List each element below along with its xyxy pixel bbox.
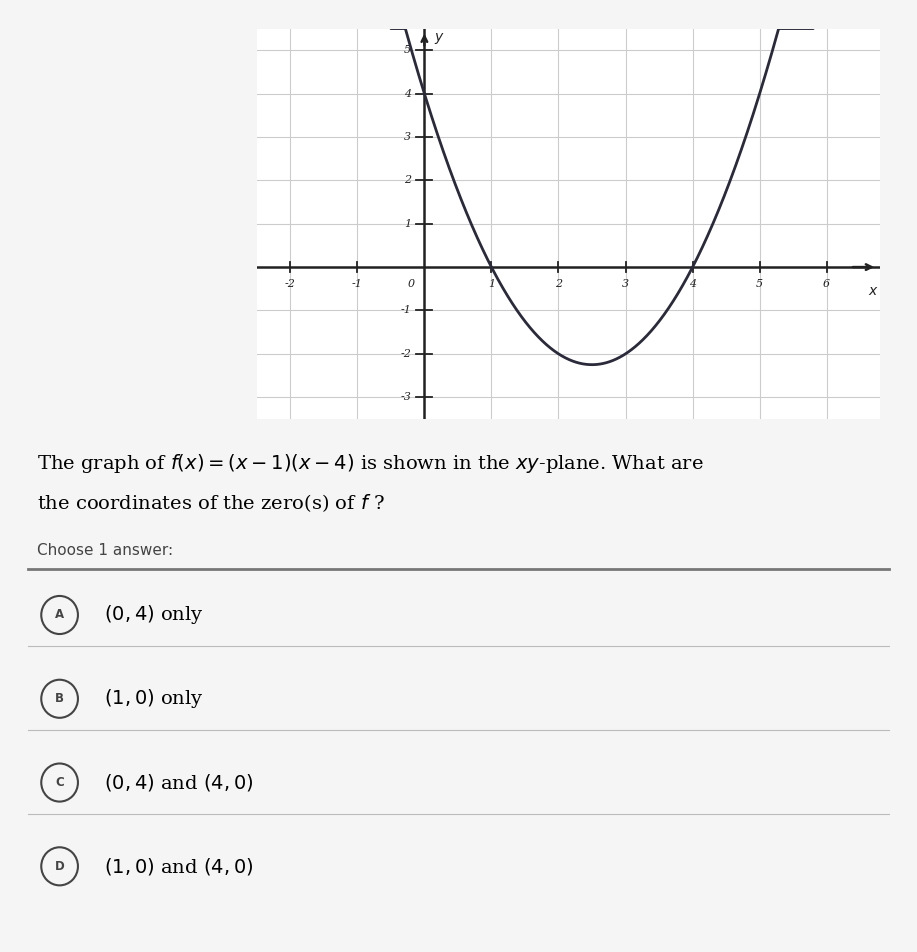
Text: 1: 1: [403, 219, 411, 228]
Text: 4: 4: [403, 89, 411, 99]
Text: 6: 6: [823, 279, 830, 289]
Text: The graph of $f(x) = (x-1)(x-4)$ is shown in the $xy$-plane. What are: The graph of $f(x) = (x-1)(x-4)$ is show…: [37, 452, 703, 475]
Text: 3: 3: [403, 132, 411, 142]
Text: the coordinates of the zero(s) of $f$ ?: the coordinates of the zero(s) of $f$ ?: [37, 492, 384, 514]
Text: -1: -1: [352, 279, 363, 289]
Text: 5: 5: [757, 279, 763, 289]
Text: -1: -1: [400, 306, 411, 315]
Text: 0: 0: [407, 279, 414, 289]
Text: -2: -2: [400, 348, 411, 359]
Text: A: A: [55, 608, 64, 622]
Text: -3: -3: [400, 392, 411, 402]
Text: $(0, 4)$ only: $(0, 4)$ only: [104, 604, 204, 626]
Text: 4: 4: [689, 279, 696, 289]
Text: B: B: [55, 692, 64, 705]
Text: D: D: [55, 860, 64, 873]
Text: 3: 3: [622, 279, 629, 289]
Text: $(1, 0)$ and $(4, 0)$: $(1, 0)$ and $(4, 0)$: [104, 856, 253, 877]
Text: $x$: $x$: [868, 284, 879, 298]
Text: $(0, 4)$ and $(4, 0)$: $(0, 4)$ and $(4, 0)$: [104, 772, 253, 793]
Text: C: C: [55, 776, 64, 789]
Text: 5: 5: [403, 46, 411, 55]
Text: $y$: $y$: [434, 30, 445, 46]
Text: 1: 1: [488, 279, 495, 289]
Text: -2: -2: [285, 279, 295, 289]
Text: 2: 2: [555, 279, 562, 289]
Text: $(1, 0)$ only: $(1, 0)$ only: [104, 687, 204, 710]
Text: 2: 2: [403, 175, 411, 186]
Text: Choose 1 answer:: Choose 1 answer:: [37, 543, 172, 558]
